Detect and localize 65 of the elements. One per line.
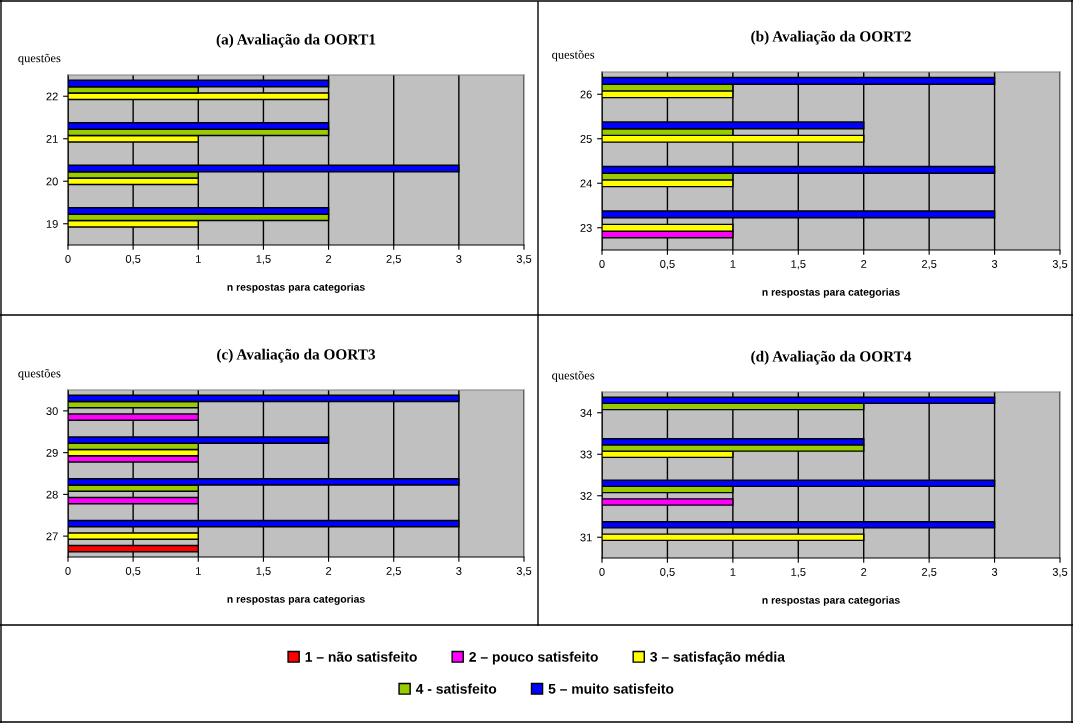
x-tick-label: 3,5 [516, 567, 532, 577]
x-tick-label: 0 [599, 260, 605, 268]
y-tick-label: 28 [46, 490, 58, 499]
y-tick-label: 24 [580, 179, 592, 188]
chart-title: (c) Avaliação da OORT3 [217, 348, 376, 363]
y-axis-title: questões [552, 370, 595, 383]
x-tick-label: 1 [196, 567, 201, 575]
chart-title: (b) Avaliação da OORT2 [751, 30, 911, 45]
x-tick-label: 3,5 [516, 255, 532, 265]
y-tick-label: 30 [46, 407, 58, 416]
y-tick-label: 31 [580, 533, 592, 542]
x-tick-label: 0 [599, 568, 605, 576]
x-tick-label: 1,5 [256, 567, 271, 577]
x-tick-label: 2,5 [921, 260, 937, 270]
y-tick-label: 21 [46, 135, 58, 143]
y-tick-label: 26 [580, 90, 592, 99]
x-tick-label: 1,5 [791, 260, 806, 270]
legend-label: 4 - satisfeito [415, 683, 497, 694]
x-axis-title: n respostas para categorias [762, 288, 900, 298]
y-axis-title: questões [552, 50, 595, 62]
x-axis-title: n respostas para categorias [227, 595, 365, 605]
x-tick-label: 2,5 [386, 255, 401, 265]
y-tick-label: 20 [46, 177, 58, 186]
x-tick-label: 2,5 [921, 568, 937, 578]
x-tick-label: 1 [730, 568, 736, 576]
legend-label: 1 – não satisfeito [305, 651, 417, 662]
x-tick-label: 2 [861, 568, 867, 576]
y-axis-title: questões [18, 53, 61, 65]
y-tick-label: 25 [580, 135, 592, 143]
x-tick-label: 3 [456, 255, 462, 263]
chart-title: (d) Avaliação da OORT4 [751, 350, 912, 365]
x-tick-label: 1,5 [256, 255, 271, 265]
x-tick-label: 2 [326, 255, 332, 263]
legend-label: 3 – satisfação média [650, 651, 786, 665]
x-tick-label: 0,5 [125, 255, 141, 265]
y-tick-label: 33 [580, 450, 592, 459]
x-tick-label: 1 [196, 255, 201, 263]
legend-label: 5 – muito satisfeito [548, 683, 674, 694]
y-tick-label: 19 [46, 220, 58, 228]
x-tick-label: 0,5 [125, 567, 141, 577]
x-tick-label: 2,5 [386, 567, 401, 577]
x-tick-label: 3,5 [1052, 260, 1068, 270]
x-tick-label: 3 [991, 568, 998, 576]
y-tick-label: 27 [46, 532, 58, 541]
y-axis-title: questões [18, 368, 61, 380]
y-tick-label: 22 [46, 92, 58, 101]
x-tick-label: 0 [65, 567, 71, 575]
x-tick-label: 2 [861, 260, 867, 268]
y-tick-label: 29 [46, 448, 58, 457]
chart-title: (a) Avaliação da OORT1 [216, 33, 376, 48]
y-tick-label: 34 [580, 409, 592, 417]
x-tick-label: 3,5 [1052, 568, 1068, 578]
x-tick-label: 0,5 [660, 568, 675, 578]
y-tick-label: 32 [580, 492, 592, 500]
x-tick-label: 3 [456, 567, 462, 575]
y-tick-label: 23 [580, 224, 592, 232]
legend-label: 2 – pouco satisfeito [469, 651, 598, 665]
x-tick-label: 3 [991, 260, 998, 268]
x-axis-title: n respostas para categorias [227, 283, 365, 293]
x-tick-label: 0,5 [660, 260, 675, 270]
x-tick-label: 2 [326, 567, 332, 575]
x-axis-title: n respostas para categorias [762, 596, 900, 606]
x-tick-label: 0 [65, 255, 71, 263]
x-tick-label: 1 [730, 260, 736, 268]
x-tick-label: 1,5 [791, 568, 806, 578]
